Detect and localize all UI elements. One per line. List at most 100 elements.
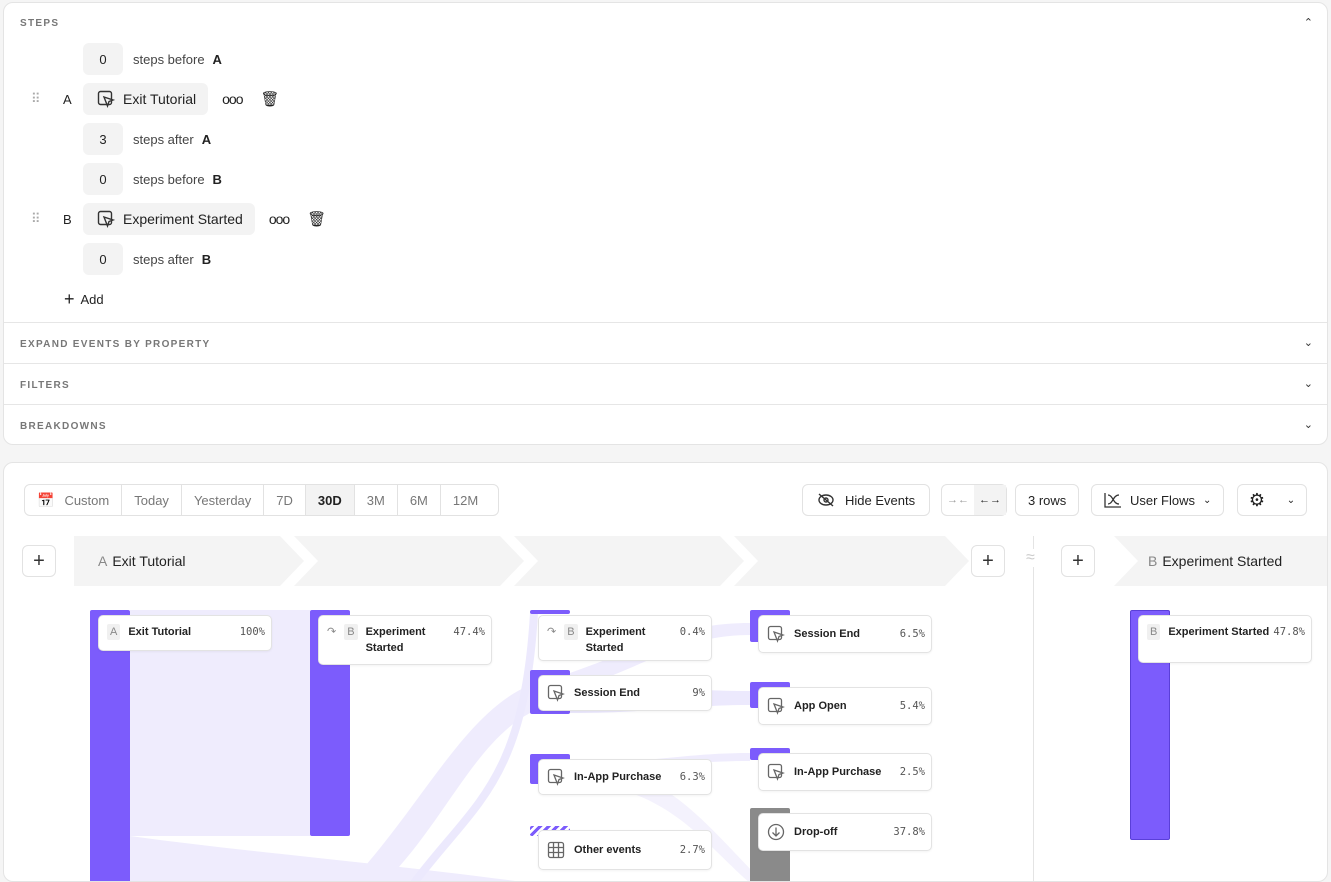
chart-type-label: User Flows [1130,492,1196,508]
flow-node-card[interactable]: Drop-off 37.8% [758,813,932,851]
column-header-step-2 [294,536,524,586]
add-step-before-button[interactable]: + [22,545,56,577]
drag-handle-icon[interactable]: ⠿ [31,211,41,226]
event-selector[interactable]: Exit Tutorial [83,83,209,115]
rows-button[interactable]: 3 rows [1015,484,1080,516]
step-count-row: 0 steps before B [4,163,222,195]
date-option-yesterday[interactable]: Yesterday [182,485,265,515]
grid-icon [547,841,565,859]
more-options-icon[interactable]: ooo [268,211,290,227]
flow-node-card[interactable]: ↷ B Experiment Started 47.4% [318,615,492,665]
step-letter: B [212,171,222,187]
flows-panel: 📅 Custom Today Yesterday 7D 30D 3M 6M 12M Hide E… [3,462,1328,882]
column-header-b: B Experiment Started [1114,536,1327,586]
node-name: Session End [794,628,861,640]
step-badge: B [564,624,578,640]
steps-title: STEPS [20,18,60,29]
flow-node-card[interactable]: Session End 9% [538,675,712,711]
date-option-6m[interactable]: 6M [398,485,441,515]
step-event-row: ⠿ B Experiment Started ooo 🗑 [4,203,326,235]
cursor-icon [547,768,565,786]
settings-dropdown[interactable]: ⚙ ⌄ [1237,484,1307,516]
flow-node-bar[interactable] [90,610,130,881]
expand-icon[interactable]: ←→ [974,485,1006,515]
add-step-after-button[interactable]: + [971,545,1005,577]
event-selector[interactable]: Experiment Started [83,203,255,235]
node-name: Experiment Started [585,626,646,654]
section-breakdowns[interactable]: BREAKDOWNS [20,421,107,432]
flow-link [351,685,530,881]
node-name: In-App Purchase [794,766,882,778]
chart-type-dropdown[interactable]: User Flows ⌄ [1091,484,1225,516]
add-label: Add [80,291,104,307]
step-count-input[interactable]: 3 [83,123,123,155]
node-name: Experiment Started [365,626,426,654]
redirect-icon: ↷ [547,626,557,638]
chevron-down-icon[interactable]: ⌄ [1303,419,1313,431]
step-letter: A [201,131,212,147]
node-name: In-App Purchase [574,771,662,783]
flow-node-card[interactable]: In-App Purchase 2.5% [758,753,932,791]
node-percent: 47.4% [453,626,485,638]
step-count-label: steps before [133,51,205,67]
gear-icon: ⚙ [1248,489,1265,510]
node-percent: 9% [692,687,705,699]
date-option-today[interactable]: Today [122,485,182,515]
cursor-icon [767,625,785,643]
step-count-row: 0 steps before A [4,43,222,75]
hide-events-button[interactable]: Hide Events [802,484,931,516]
step-count-label: steps after [133,131,194,147]
section-expand-events[interactable]: EXPAND EVENTS BY PROPERTY [20,339,211,350]
redirect-icon: ↷ [327,626,337,638]
node-percent: 6.5% [899,628,925,640]
trash-icon[interactable]: 🗑 [307,211,327,228]
flow-node-card[interactable]: In-App Purchase 6.3% [538,759,712,795]
flow-link [130,836,516,881]
date-option-12m[interactable]: 12M [452,492,479,508]
cursor-icon [767,697,785,715]
cursor-icon [767,763,785,781]
date-option-custom[interactable]: 📅 Custom [25,485,123,515]
date-option-30d[interactable]: 30D [305,485,355,515]
node-percent: 47.8% [1273,626,1305,638]
step-letter: A [212,51,222,67]
chevron-up-icon[interactable]: ⌃ [1303,17,1313,29]
flow-node-bar[interactable] [530,610,570,614]
step-count-input[interactable]: 0 [83,43,123,75]
step-count-input[interactable]: 0 [83,243,123,275]
date-range-selector[interactable]: 📅 Custom Today Yesterday 7D 30D 3M 6M 12M [24,484,499,516]
flow-node-card[interactable]: Session End 6.5% [758,615,932,653]
drag-handle-icon[interactable]: ⠿ [31,91,41,106]
step-count-label: steps after [133,251,194,267]
add-step-button[interactable]: + Add [64,288,104,309]
chevron-down-icon: ⌄ [1286,494,1296,506]
node-name: Drop-off [794,826,838,838]
section-filters[interactable]: FILTERS [20,380,71,391]
query-builder-panel: STEPS ⌃ 0 steps before A ⠿ A Exit Tutorial ooo… [3,2,1328,445]
more-options-icon[interactable]: ooo [222,91,243,107]
flow-node-card[interactable]: A Exit Tutorial 100% [98,615,272,651]
trash-icon[interactable]: 🗑 [260,91,280,108]
flow-node-card[interactable]: ↷ B Experiment Started 0.4% [538,615,712,661]
collapse-expand-toggle[interactable]: →← ←→ [941,484,1007,516]
eye-off-icon [818,493,834,507]
column-header-step-4 [734,536,969,586]
flow-node-card[interactable]: B Experiment Started 47.8% [1138,615,1312,663]
date-option-7d[interactable]: 7D [264,485,306,515]
header-event-b: Experiment Started [1162,553,1283,569]
flow-node-card[interactable]: Other events 2.7% [538,830,712,870]
event-name: Experiment Started [123,211,243,227]
node-name: App Open [794,700,847,712]
node-percent: 6.3% [679,771,705,783]
chevron-down-icon[interactable]: ⌄ [1303,337,1313,349]
collapse-icon[interactable]: →← [947,494,969,506]
flow-node-card[interactable]: App Open 5.4% [758,687,932,725]
date-option-3m[interactable]: 3M [355,485,398,515]
step-badge: B [1147,624,1161,640]
node-percent: 2.7% [679,844,705,856]
chevron-down-icon[interactable]: ⌄ [1303,378,1313,390]
add-step-before-b-button[interactable]: + [1061,545,1095,577]
step-badge: A [107,624,121,640]
node-percent: 100% [239,626,265,638]
step-count-input[interactable]: 0 [83,163,123,195]
